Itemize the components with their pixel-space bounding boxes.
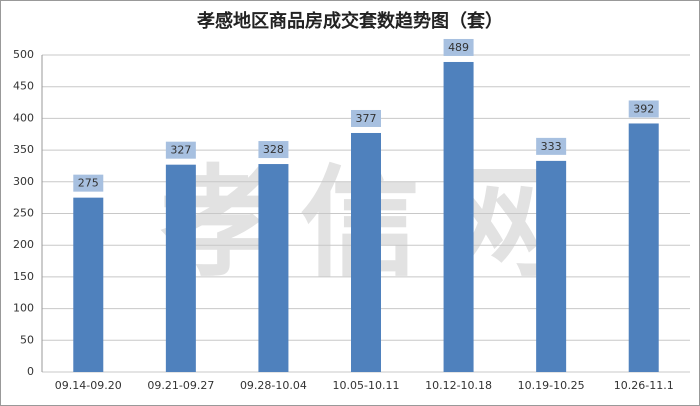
y-tick-label: 0 <box>27 365 34 378</box>
data-label-box <box>165 141 196 159</box>
y-tick-label: 150 <box>13 270 34 283</box>
x-tick-label: 10.05-10.11 <box>333 379 400 392</box>
data-label: 392 <box>633 102 654 115</box>
data-label: 333 <box>541 140 562 153</box>
data-label-box <box>443 38 474 56</box>
y-tick-label: 50 <box>20 333 34 346</box>
bar <box>258 164 289 372</box>
y-tick-label: 350 <box>13 143 34 156</box>
bar <box>628 123 659 372</box>
data-label-box <box>536 137 567 155</box>
data-label-box <box>258 141 289 159</box>
bar <box>536 160 567 372</box>
bar <box>165 164 196 372</box>
x-tick-label: 10.26-11.1 <box>614 379 674 392</box>
x-tick-label: 10.12-10.18 <box>425 379 492 392</box>
chart-title: 孝感地区商品房成交套数趋势图（套） <box>196 10 503 32</box>
data-label-box <box>351 109 381 127</box>
data-label-box <box>628 100 659 118</box>
x-tick-label: 09.21-09.27 <box>147 379 214 392</box>
y-tick-label: 200 <box>13 238 34 251</box>
data-label-box <box>73 174 104 192</box>
y-tick-label: 500 <box>13 48 34 61</box>
x-tick-label: 09.14-09.20 <box>55 379 122 392</box>
y-tick-label: 300 <box>13 175 34 188</box>
data-label: 275 <box>78 177 99 190</box>
y-tick-label: 250 <box>13 207 34 220</box>
bar <box>443 61 474 372</box>
bar <box>73 197 104 372</box>
data-label: 328 <box>263 143 284 156</box>
data-label: 327 <box>170 144 191 157</box>
y-tick-label: 400 <box>13 111 34 124</box>
data-label: 489 <box>448 41 469 54</box>
bar <box>351 132 381 372</box>
x-tick-label: 09.28-10.04 <box>240 379 307 392</box>
data-label: 377 <box>356 112 377 125</box>
x-tick-label: 10.19-10.25 <box>518 379 585 392</box>
y-tick-label: 100 <box>13 302 34 315</box>
y-tick-label: 450 <box>13 80 34 93</box>
